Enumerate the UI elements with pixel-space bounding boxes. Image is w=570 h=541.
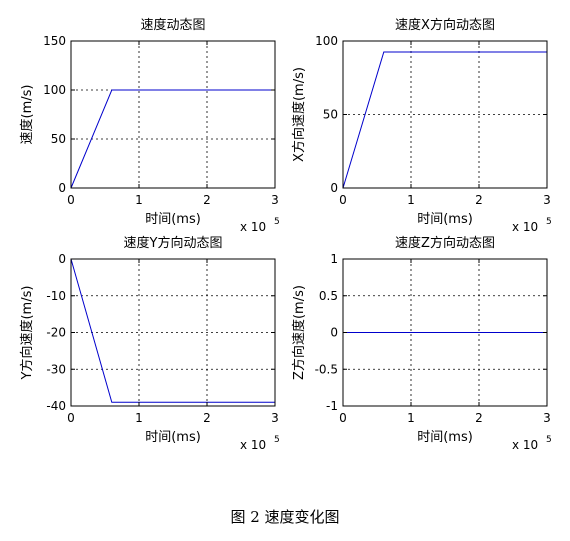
chart-1-y-axis-label: 速度(m/s) (19, 85, 35, 145)
chart-4-x-tick-label: 0 (339, 411, 347, 425)
chart-2-x-tick-label: 0 (339, 193, 347, 207)
chart-1-x-tick-label: 2 (203, 193, 211, 207)
chart-3-y-axis-label: Y方向速度(m/s) (19, 286, 35, 381)
chart-1-x-tick-label: 3 (271, 193, 279, 207)
chart-3-x-tick-label: 1 (135, 411, 143, 425)
chart-3-x-tick-label: 3 (271, 411, 279, 425)
chart-4-x-tick-label: 3 (543, 411, 551, 425)
chart-1-x-tick-label: 0 (67, 193, 75, 207)
chart-2-x-exponent-label: x 10 (512, 220, 538, 234)
chart-2-series-line (342, 51, 547, 189)
chart-1-y-tick-label: 50 (51, 132, 66, 146)
chart-3-y-tick-label: -40 (46, 399, 66, 413)
chart-4-y-tick-label: 0.5 (319, 289, 338, 303)
chart-4-x-exponent-power: 5 (546, 435, 552, 445)
chart-3-y-tick-label: 0 (58, 252, 66, 266)
chart-4-x-axis-label: 时间(ms) (417, 430, 473, 445)
chart-1-x-axis-label: 时间(ms) (145, 212, 201, 227)
chart-3-y-tick-label: -30 (46, 362, 66, 376)
chart-1-y-tick-label: 100 (43, 83, 66, 97)
chart-2-title: 速度X方向动态图 (395, 17, 495, 33)
chart-4-title: 速度Z方向动态图 (395, 235, 495, 251)
chart-4-y-tick-label: -0.5 (315, 362, 338, 376)
chart-1-y-tick-label: 0 (58, 181, 66, 195)
chart-1-title: 速度动态图 (140, 17, 205, 33)
figure-caption: 图 2 速度变化图 (230, 508, 340, 526)
chart-2-y-tick-label: 100 (315, 34, 338, 48)
chart-4-x-tick-label: 1 (407, 411, 415, 425)
chart-1-x-tick-label: 1 (135, 193, 143, 207)
chart-4-x-tick-label: 2 (475, 411, 483, 425)
chart-2-y-tick-label: 50 (323, 108, 338, 122)
chart-2-x-tick-label: 3 (543, 193, 551, 207)
chart-2-x-tick-label: 2 (475, 193, 483, 207)
chart-3-y-tick-label: -10 (46, 289, 66, 303)
chart-1-x-exponent-label: x 10 (240, 220, 266, 234)
chart-3-series-line (70, 258, 275, 403)
chart-3-x-tick-label: 2 (203, 411, 211, 425)
chart-3-x-exponent-power: 5 (274, 435, 280, 445)
chart-1-plot-area (71, 41, 275, 188)
chart-4-y-tick-label: -1 (326, 399, 338, 413)
chart-2-x-tick-label: 1 (407, 193, 415, 207)
chart-2-x-exponent-power: 5 (546, 217, 552, 227)
chart-3-x-exponent-label: x 10 (240, 438, 266, 452)
chart-1-x-exponent-power: 5 (274, 217, 280, 227)
chart-2-x-axis-label: 时间(ms) (417, 212, 473, 227)
chart-1-series-line (70, 89, 275, 189)
chart-3-title: 速度Y方向动态图 (124, 235, 223, 251)
chart-1-y-tick-label: 150 (43, 34, 66, 48)
chart-1-axes-frame (70, 40, 276, 189)
chart-4-y-tick-label: 0 (330, 326, 338, 340)
chart-2-y-tick-label: 0 (330, 181, 338, 195)
chart-3-x-axis-label: 时间(ms) (145, 430, 201, 445)
chart-4-y-axis-label: Z方向速度(m/s) (291, 285, 307, 380)
chart-4-x-exponent-label: x 10 (512, 438, 538, 452)
chart-3-y-tick-label: -20 (46, 326, 66, 340)
chart-4-y-tick-label: 1 (330, 252, 338, 266)
chart-2-y-axis-label: X方向速度(m/s) (291, 67, 307, 162)
chart-3-x-tick-label: 0 (67, 411, 75, 425)
